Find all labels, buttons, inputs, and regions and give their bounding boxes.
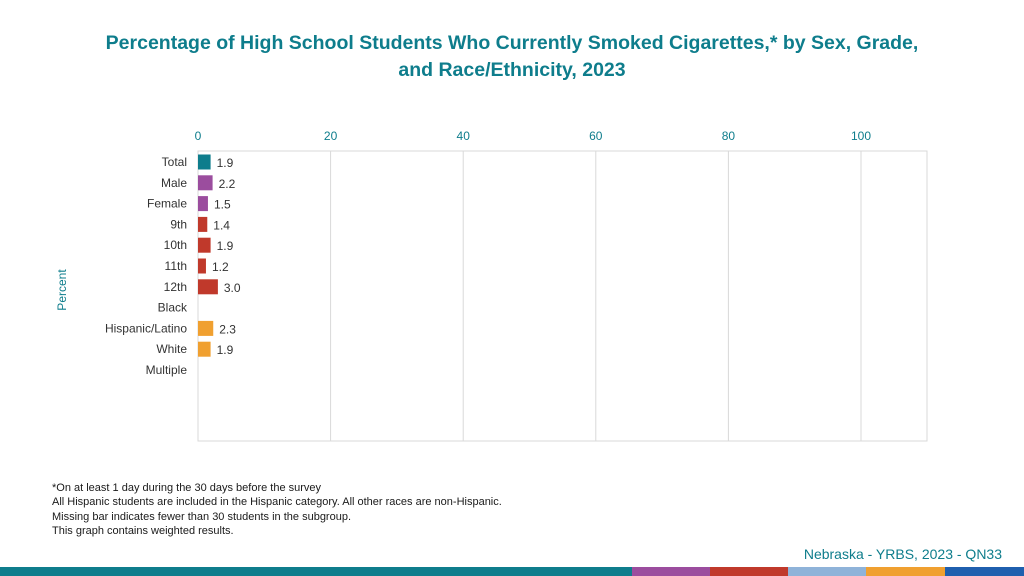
x-tick-label: 60 (589, 129, 603, 143)
data-label: 2.3 (219, 322, 236, 336)
bottom-bar-segment (866, 567, 945, 576)
category-label: 10th (164, 238, 187, 252)
chart-title: Percentage of High School Students Who C… (40, 30, 984, 84)
category-label: Total (162, 155, 187, 169)
source-label: Nebraska - YRBS, 2023 - QN33 (803, 546, 1002, 562)
footnote-4: This graph contains weighted results. (52, 525, 234, 538)
plot-frame (197, 150, 928, 442)
bar (198, 279, 218, 295)
x-tick-label: 0 (195, 129, 202, 143)
data-label: 1.4 (213, 218, 230, 232)
bar (198, 196, 208, 212)
category-label: Multiple (146, 363, 188, 377)
category-label: Female (147, 197, 187, 211)
x-tick-label: 100 (851, 129, 871, 143)
data-label: 1.9 (217, 156, 234, 170)
category-label: Hispanic/Latino (105, 321, 187, 335)
x-tick-label: 80 (722, 129, 736, 143)
category-label: Male (161, 176, 187, 190)
category-label: 12th (164, 280, 187, 294)
data-label: 2.2 (219, 177, 236, 191)
bar (198, 216, 208, 232)
bar (198, 258, 206, 274)
footnote-1: *On at least 1 day during the 30 days be… (52, 482, 322, 494)
footnote-3: Missing bar indicates fewer than 30 stud… (52, 510, 352, 523)
bar (198, 237, 211, 253)
bottom-bar-segment (788, 567, 866, 576)
bar (198, 154, 211, 170)
chart-title-line-2: and Race/Ethnicity, 2023 (398, 59, 626, 81)
x-tick-label: 20 (324, 129, 338, 143)
data-label: 1.5 (214, 198, 231, 212)
y-axis-label: Percent (55, 269, 69, 311)
footnotes: *On at least 1 day during the 30 days be… (52, 481, 502, 539)
data-label: 1.9 (217, 343, 234, 357)
bottom-bar-segment (710, 567, 788, 576)
bar (198, 341, 211, 357)
chart-title-line-1: Percentage of High School Students Who C… (105, 32, 919, 54)
bar (198, 320, 214, 336)
bottom-bar-segment (632, 567, 710, 576)
data-label: 3.0 (224, 281, 241, 295)
category-label: Black (158, 301, 188, 315)
bottom-bar-segment (945, 567, 1024, 576)
category-label: 9th (170, 217, 187, 231)
data-label: 1.2 (212, 260, 229, 274)
bottom-color-bar (0, 567, 1024, 576)
x-tick-label: 40 (457, 129, 471, 143)
footnote-2: All Hispanic students are included in th… (52, 496, 502, 509)
bar (198, 175, 213, 191)
data-label: 1.9 (217, 239, 234, 253)
category-label: White (156, 342, 187, 356)
category-label: 11th (165, 259, 187, 273)
bottom-bar-segment (0, 567, 632, 576)
